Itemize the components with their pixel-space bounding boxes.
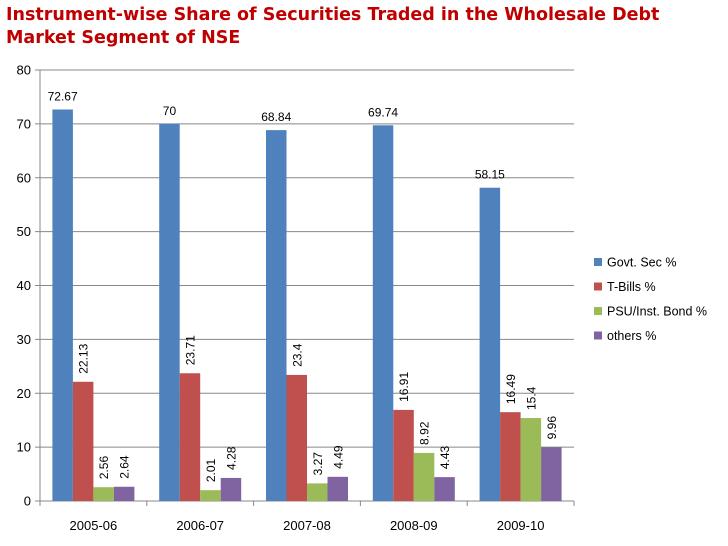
x-tick-label: 2006-07 (176, 518, 224, 533)
bar (500, 412, 521, 501)
bar (541, 447, 562, 501)
data-label: 2.64 (118, 455, 132, 479)
bar (113, 486, 135, 501)
data-label: 69.74 (368, 105, 398, 119)
y-tick-label: 0 (24, 494, 31, 509)
bar (307, 483, 328, 501)
bar (434, 477, 455, 501)
data-label: 4.28 (224, 446, 238, 470)
legend-label: PSU/Inst. Bond % (607, 305, 707, 319)
data-label: 16.49 (504, 374, 518, 404)
y-tick-label: 80 (17, 63, 31, 78)
data-label: 23.71 (183, 335, 197, 365)
y-tick-label: 10 (17, 440, 31, 455)
y-tick-label: 30 (17, 332, 31, 347)
data-label: 4.43 (438, 445, 452, 469)
data-label: 72.67 (48, 89, 78, 103)
legend-swatch (594, 258, 602, 266)
x-tick-label: 2008-09 (390, 518, 438, 533)
bar (327, 476, 348, 501)
y-tick-label: 50 (17, 224, 31, 239)
legend-label: Govt. Sec % (607, 256, 676, 270)
bar (179, 373, 201, 501)
legend-swatch (594, 331, 602, 340)
bar (479, 187, 501, 502)
y-tick-label: 60 (17, 170, 31, 185)
bar (200, 490, 221, 501)
data-labels: 72.67 70 68.84 69.74 58.15 22.13 23.71 23.4 16.9… (48, 89, 559, 482)
data-label: 2.01 (204, 458, 218, 482)
chart-title: Instrument-wise Share of Securities Trad… (6, 5, 660, 48)
data-label: 4.49 (331, 445, 345, 469)
bar (266, 130, 287, 501)
legend-label: T-Bills % (607, 280, 656, 294)
data-label: 23.4 (290, 343, 304, 367)
data-label: 68.84 (261, 110, 291, 124)
data-label: 22.13 (77, 343, 91, 373)
data-label: 8.92 (418, 421, 432, 445)
bar (372, 125, 394, 501)
y-tick-label: 20 (17, 386, 31, 401)
legend-swatch (594, 282, 602, 291)
data-label: 3.27 (311, 452, 325, 476)
bar (393, 409, 414, 501)
bar (286, 374, 307, 501)
x-tick-label: 2005-06 (70, 518, 118, 533)
bar (72, 381, 94, 501)
x-tick-label: 2007-08 (283, 518, 331, 533)
bar (93, 487, 114, 501)
data-label: 2.56 (97, 456, 111, 480)
bar (413, 452, 435, 501)
y-tick-label: 70 (17, 116, 31, 131)
data-label: 16.91 (397, 372, 411, 402)
data-label: 58.15 (475, 168, 505, 182)
x-axis-tick-labels: 2005-06 2006-07 2007-08 2008-09 2009-10 (70, 518, 545, 533)
legend-label: others % (607, 329, 656, 343)
bar (159, 123, 180, 501)
data-label: 70 (163, 104, 177, 118)
bar (520, 418, 542, 501)
y-tick-label: 40 (17, 278, 31, 293)
bars (52, 109, 562, 502)
data-label: 9.96 (545, 416, 559, 440)
y-axis-tick-labels: 0 10 20 30 40 50 60 70 80 (17, 63, 31, 509)
x-tick-label: 2009-10 (497, 518, 545, 533)
bar (52, 109, 73, 502)
bar (220, 477, 242, 501)
legend-swatch (594, 307, 602, 315)
data-label: 15.4 (524, 386, 538, 410)
legend: Govt. Sec % T-Bills % PSU/Inst. Bond % othe… (594, 256, 707, 343)
